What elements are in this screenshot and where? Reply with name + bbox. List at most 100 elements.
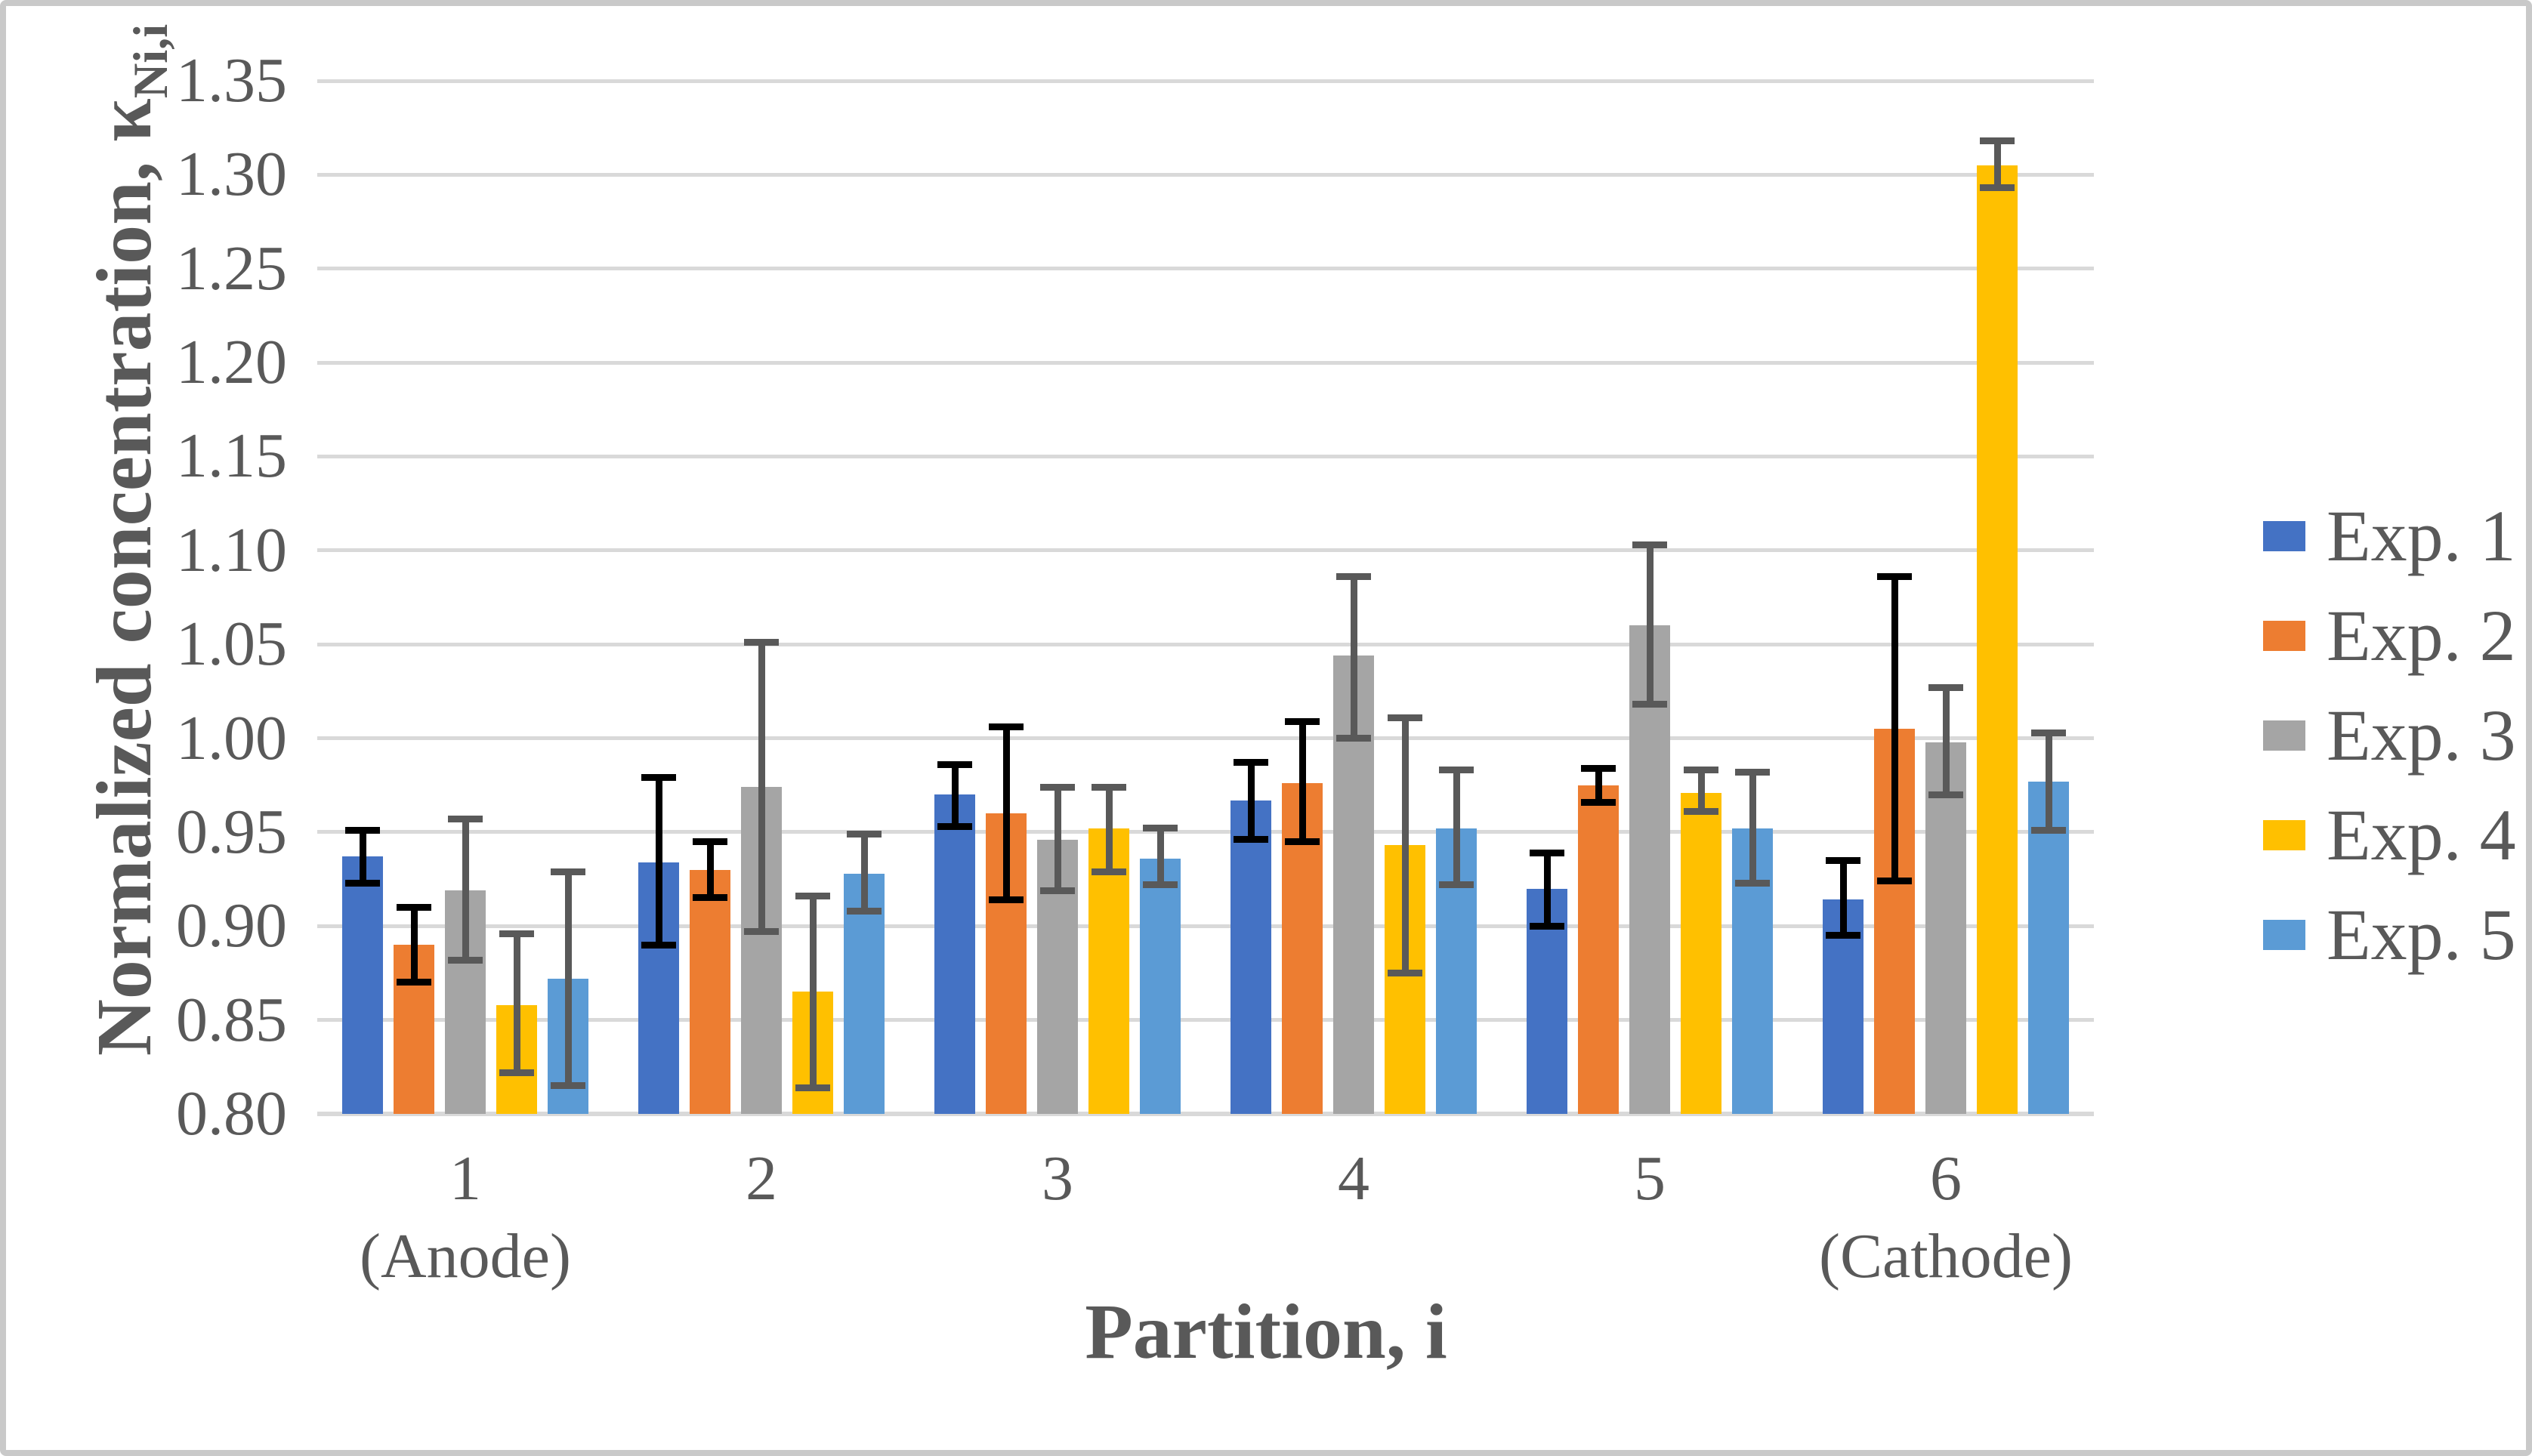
error-bar-exp-2-partition-4-line [1298, 721, 1306, 842]
error-bar-exp-4-partition-1-line [513, 933, 520, 1073]
error-bar-exp-3-partition-6-cap-top [1928, 683, 1963, 691]
error-bar-exp-3-partition-1-cap-bottom [448, 956, 483, 964]
error-bar-exp-5-partition-1-cap-bottom [551, 1082, 585, 1090]
error-bar-exp-3-partition-5-cap-bottom [1632, 701, 1667, 708]
y-tick-label-1.25: 1.25 [176, 233, 287, 304]
y-tick-label-0.85: 0.85 [176, 984, 287, 1055]
error-bar-exp-2-partition-4-cap-bottom [1285, 838, 1320, 845]
error-bar-exp-2-partition-2-line [706, 841, 714, 898]
error-bar-exp-1-partition-6-cap-bottom [1826, 932, 1860, 939]
gridline-y-1.00 [317, 736, 2094, 741]
bar-exp-3-partition-6 [1925, 742, 1966, 1114]
error-bar-exp-5-partition-6-line [2045, 733, 2052, 831]
error-bar-exp-1-partition-2-cap-top [641, 774, 676, 782]
legend-entry-exp-4: Exp. 4 [2263, 797, 2516, 873]
error-bar-exp-4-partition-3-cap-bottom [1092, 868, 1126, 875]
y-tick-label-1.30: 1.30 [176, 139, 287, 210]
error-bar-exp-3-partition-6-cap-bottom [1928, 791, 1963, 798]
error-bar-exp-1-partition-4-line [1247, 762, 1255, 840]
bar-exp-4-partition-5 [1681, 792, 1721, 1114]
error-bar-exp-1-partition-3-cap-bottom [937, 822, 972, 830]
bar-exp-4-partition-3 [1088, 828, 1129, 1114]
legend-entry-exp-3: Exp. 3 [2263, 698, 2516, 773]
error-bar-exp-2-partition-6-cap-top [1877, 573, 1912, 581]
y-tick-label-1.20: 1.20 [176, 327, 287, 398]
error-bar-exp-5-partition-2-line [860, 834, 868, 912]
error-bar-exp-4-partition-4-line [1401, 717, 1409, 973]
error-bar-exp-4-partition-2-line [809, 896, 817, 1088]
error-bar-exp-1-partition-5-line [1543, 853, 1551, 927]
error-bar-exp-5-partition-2-cap-top [847, 830, 882, 838]
error-bar-exp-3-partition-2-cap-top [744, 639, 779, 646]
x-tick-label-1: 1 [449, 1143, 481, 1214]
error-bar-exp-5-partition-4-line [1453, 770, 1460, 885]
error-bar-exp-2-partition-2-cap-top [693, 838, 727, 845]
error-bar-exp-4-partition-6-cap-bottom [1980, 184, 2015, 192]
error-bar-exp-1-partition-4-cap-top [1234, 759, 1268, 767]
error-bar-exp-2-partition-5-cap-bottom [1581, 798, 1616, 806]
y-tick-label-0.95: 0.95 [176, 796, 287, 867]
error-bar-exp-3-partition-1-line [462, 819, 469, 961]
legend-swatch-exp-5 [2263, 920, 2305, 950]
bar-exp-1-partition-4 [1230, 800, 1271, 1114]
error-bar-exp-4-partition-3-line [1105, 787, 1113, 872]
y-tick-label-1.10: 1.10 [176, 514, 287, 585]
error-bar-exp-5-partition-1-line [564, 871, 572, 1086]
error-bar-exp-4-partition-5-line [1697, 770, 1705, 812]
error-bar-exp-2-partition-6-cap-bottom [1877, 878, 1912, 885]
error-bar-exp-5-partition-2-cap-bottom [847, 907, 882, 915]
error-bar-exp-3-partition-1-cap-top [448, 815, 483, 822]
error-bar-exp-3-partition-5-line [1646, 544, 1654, 705]
error-bar-exp-2-partition-1-cap-top [397, 903, 431, 911]
x-tick-label-6: 6 [1930, 1143, 1962, 1214]
error-bar-exp-3-partition-5-cap-top [1632, 541, 1667, 548]
y-tick-label-1.35: 1.35 [176, 45, 287, 116]
gridline-y-1.10 [317, 548, 2094, 553]
error-bar-exp-5-partition-4-cap-bottom [1439, 881, 1474, 889]
error-bar-exp-1-partition-6-line [1839, 860, 1847, 936]
error-bar-exp-4-partition-3-cap-top [1092, 783, 1126, 791]
gridline-y-1.20 [317, 360, 2094, 365]
bar-exp-5-partition-3 [1140, 858, 1181, 1114]
error-bar-exp-5-partition-5-cap-top [1735, 768, 1770, 776]
x-axis-title: Partition, i [1085, 1288, 1447, 1375]
gridline-y-0.90 [317, 924, 2094, 928]
x-tick-label-3: 3 [1042, 1143, 1073, 1214]
error-bar-exp-1-partition-2-line [655, 777, 662, 945]
gridline-y-1.25 [317, 267, 2094, 271]
error-bar-exp-1-partition-4-cap-bottom [1234, 836, 1268, 844]
error-bar-exp-3-partition-2-cap-bottom [744, 928, 779, 936]
error-bar-exp-5-partition-3-cap-bottom [1143, 881, 1178, 889]
error-bar-exp-2-partition-4-cap-top [1285, 717, 1320, 725]
error-bar-exp-2-partition-1-line [410, 907, 418, 982]
x-tick-sublabel-1: (Anode) [360, 1221, 571, 1291]
bar-exp-4-partition-6 [1977, 165, 2018, 1114]
error-bar-exp-2-partition-5-line [1595, 768, 1602, 803]
y-tick-label-1.15: 1.15 [176, 421, 287, 492]
bar-exp-2-partition-5 [1578, 785, 1619, 1114]
error-bar-exp-2-partition-3-line [1002, 726, 1010, 900]
error-bar-exp-2-partition-2-cap-bottom [693, 894, 727, 902]
x-tick-label-2: 2 [746, 1143, 777, 1214]
error-bar-exp-5-partition-6-cap-top [2031, 729, 2066, 736]
error-bar-exp-5-partition-1-cap-top [551, 868, 585, 875]
error-bar-exp-3-partition-4-line [1350, 576, 1357, 739]
legend-entry-exp-2: Exp. 2 [2263, 598, 2516, 674]
error-bar-exp-1-partition-2-cap-bottom [641, 941, 676, 949]
error-bar-exp-1-partition-1-line [359, 830, 366, 884]
legend-label-exp-3: Exp. 3 [2327, 695, 2516, 776]
legend-entry-exp-1: Exp. 1 [2263, 498, 2516, 574]
gridline-y-1.15 [317, 454, 2094, 458]
legend-entry-exp-5: Exp. 5 [2263, 897, 2516, 973]
error-bar-exp-5-partition-3-line [1156, 828, 1164, 885]
error-bar-exp-2-partition-6-line [1891, 576, 1898, 881]
legend-swatch-exp-2 [2263, 621, 2305, 651]
error-bar-exp-3-partition-3-cap-top [1040, 783, 1075, 791]
error-bar-exp-3-partition-3-cap-bottom [1040, 887, 1075, 894]
error-bar-exp-2-partition-3-cap-top [989, 723, 1024, 731]
bar-exp-1-partition-3 [934, 794, 975, 1114]
error-bar-exp-4-partition-5-cap-top [1684, 767, 1718, 774]
legend-swatch-exp-3 [2263, 720, 2305, 751]
error-bar-exp-4-partition-2-cap-bottom [795, 1084, 830, 1091]
